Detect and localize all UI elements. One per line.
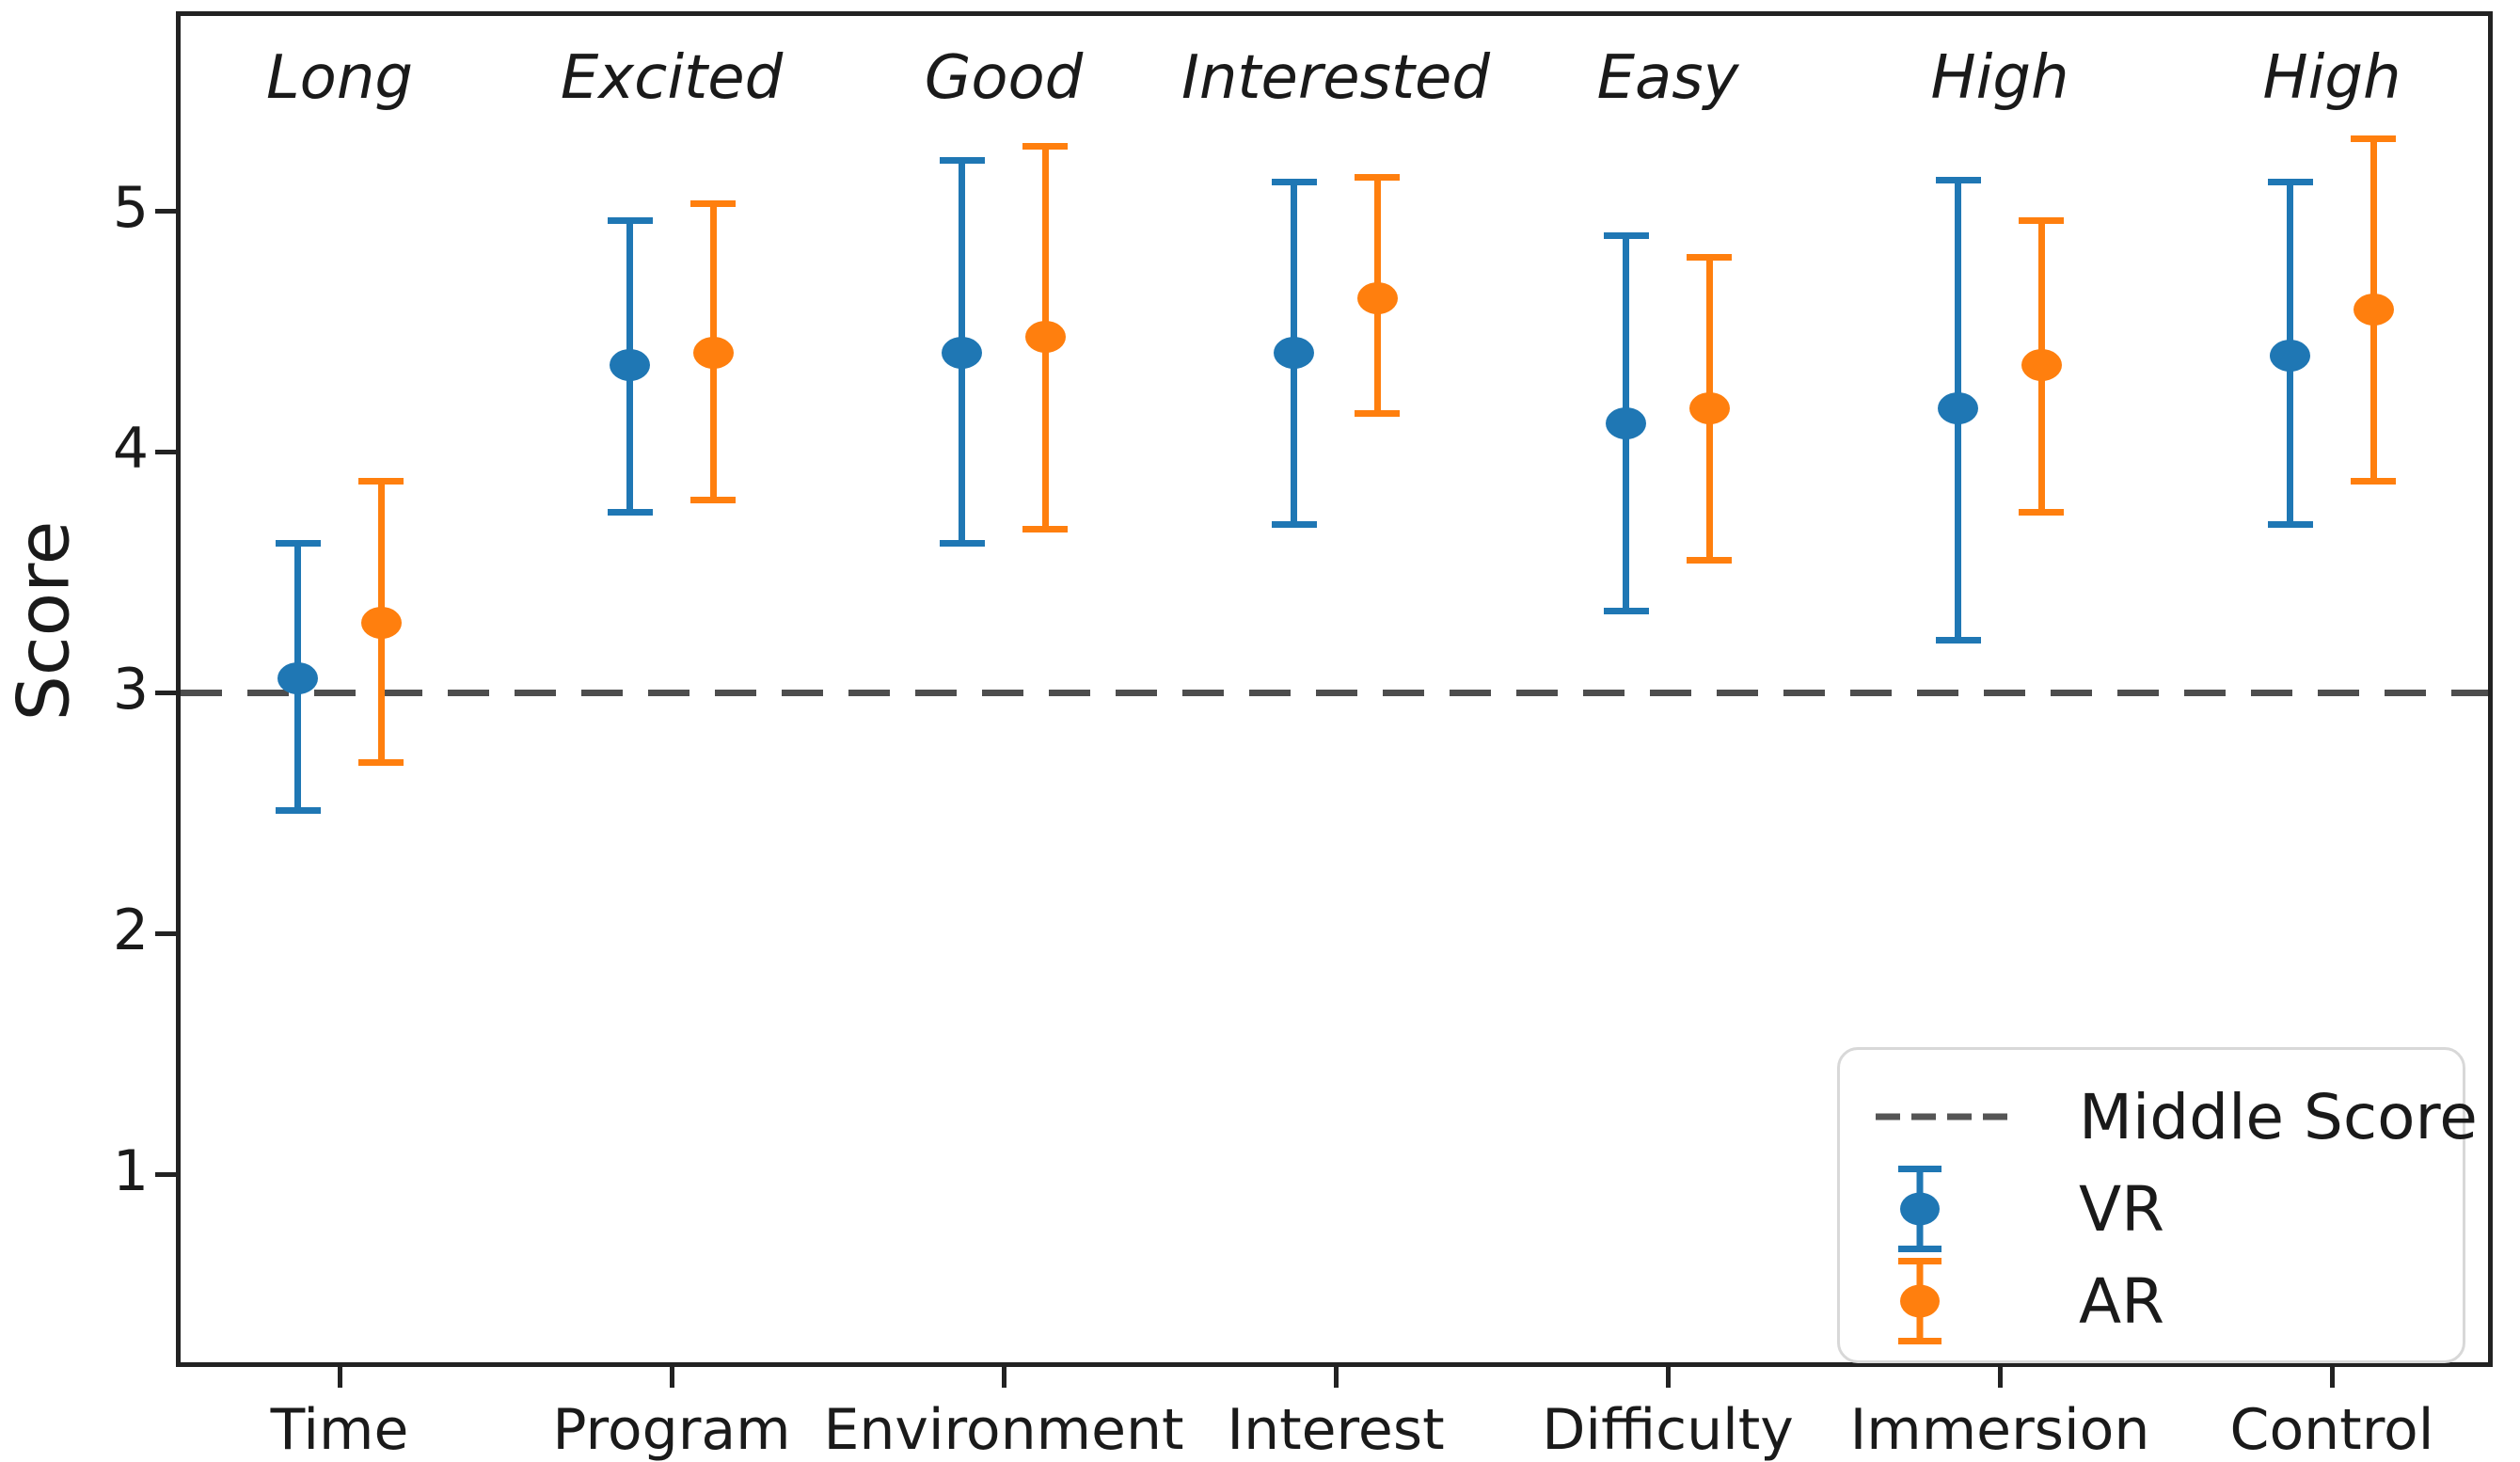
x-tick-label: Program [552, 1397, 791, 1462]
x-tick-mark [2329, 1367, 2335, 1388]
x-tick-label: Difficulty [1542, 1397, 1794, 1462]
errorbar-cap-bottom-ar [1022, 525, 1069, 532]
legend-dashed-line-icon [1876, 1071, 2019, 1163]
y-tick-label: 2 [112, 898, 149, 964]
y-tick-label: 4 [112, 416, 149, 483]
legend-row-ar: AR [1876, 1255, 2463, 1347]
legend-row-vr: VR [1876, 1163, 2463, 1255]
data-point-ar [1688, 392, 1730, 425]
marker-dot-icon [1900, 1284, 1940, 1318]
data-point-vr [942, 337, 983, 370]
errorbar-cap-top-vr [1935, 176, 1981, 183]
errorbar-cap-bottom-ar [2019, 508, 2065, 516]
errorbar-cap-top-ar [690, 200, 737, 208]
data-point-vr [610, 349, 651, 382]
category-annotation: Good [924, 43, 1084, 113]
y-tick-mark [155, 449, 176, 454]
errorbar-cap-bottom-vr [1271, 520, 1317, 528]
errorbar-marker-icon [1896, 1166, 1943, 1252]
marker-bar-icon [1898, 1246, 1942, 1252]
errorbar-cap-top-vr [939, 157, 985, 165]
data-point-ar [2021, 349, 2062, 382]
errorbar-cap-bottom-ar [1687, 557, 1733, 564]
errorbar-cap-top-ar [2351, 135, 2397, 143]
data-point-ar [1356, 281, 1398, 314]
y-tick-mark [155, 690, 176, 695]
errorbar-cap-bottom-ar [1355, 409, 1401, 417]
legend-label: Middle Score [2079, 1080, 2478, 1153]
errorbar-marker-icon [1896, 1258, 1943, 1344]
data-point-vr [277, 661, 319, 694]
errorbar-cap-bottom-vr [1603, 607, 1649, 614]
x-tick-label: Time [270, 1397, 409, 1462]
x-tick-label: Immersion [1849, 1397, 2150, 1462]
x-tick-mark [669, 1367, 674, 1388]
data-point-ar [2353, 294, 2394, 326]
legend-label: VR [2079, 1172, 2165, 1246]
x-tick-mark [1665, 1367, 1671, 1388]
legend-errorbar-icon [1876, 1163, 2019, 1255]
errorbar-cap-bottom-ar [690, 497, 737, 504]
errorbar-cap-top-ar [358, 477, 404, 485]
x-tick-label: Control [2229, 1397, 2434, 1462]
data-point-ar [1024, 320, 1066, 353]
errorbar-cap-top-ar [1687, 253, 1733, 261]
errorbar-cap-top-vr [1271, 179, 1317, 186]
data-point-vr [1274, 337, 1315, 370]
errorbar-cap-top-ar [2019, 217, 2065, 225]
middle-score-line [181, 690, 2488, 697]
x-tick-mark [337, 1367, 342, 1388]
category-annotation: Easy [1596, 43, 1739, 113]
errorbar-cap-bottom-ar [2351, 477, 2397, 485]
errorbar-cap-top-vr [607, 217, 653, 225]
errorbar-cap-bottom-vr [1935, 636, 1981, 644]
errorbar-cap-bottom-vr [607, 508, 653, 516]
y-tick-mark [155, 208, 176, 214]
legend-row-middle-score: Middle Score [1876, 1071, 2478, 1163]
errorbar-cap-top-ar [1022, 142, 1069, 150]
errorbar-cap-bottom-ar [358, 759, 404, 767]
errorbar-cap-top-vr [1603, 231, 1649, 239]
errorbar-cap-bottom-vr [2267, 520, 2313, 528]
data-point-vr [1938, 392, 1979, 425]
category-annotation: Interested [1181, 43, 1491, 113]
y-tick-label: 5 [112, 175, 149, 242]
category-annotation: Excited [560, 43, 784, 113]
y-tick-mark [155, 1171, 176, 1177]
data-point-ar [692, 337, 734, 370]
x-tick-label: Environment [823, 1397, 1184, 1462]
legend-errorbar-icon [1876, 1255, 2019, 1347]
y-tick-mark [155, 930, 176, 936]
errorbar-cap-bottom-vr [939, 540, 985, 548]
errorbar-cap-top-ar [1355, 174, 1401, 182]
data-point-vr [2270, 340, 2311, 372]
x-tick-mark [1001, 1367, 1006, 1388]
errorbar-cap-top-vr [275, 540, 321, 548]
dashed-line-icon [1876, 1113, 2009, 1120]
x-tick-mark [1997, 1367, 2003, 1388]
legend-label: AR [2079, 1264, 2165, 1338]
y-tick-label: 3 [112, 657, 149, 723]
marker-bar-icon [1898, 1338, 1942, 1344]
marker-dot-icon [1900, 1192, 1940, 1226]
category-annotation: High [1930, 43, 2069, 113]
y-tick-label: 1 [112, 1138, 149, 1205]
data-point-ar [360, 607, 402, 640]
x-tick-label: Interest [1227, 1397, 1445, 1462]
category-annotation: High [2262, 43, 2401, 113]
errorbar-cap-bottom-vr [275, 807, 321, 815]
x-tick-mark [1333, 1367, 1339, 1388]
legend: Middle Score VR AR [1837, 1047, 2478, 1363]
errorbar-cap-top-vr [2267, 179, 2313, 186]
category-annotation: Long [266, 43, 413, 113]
data-point-vr [1606, 406, 1647, 439]
